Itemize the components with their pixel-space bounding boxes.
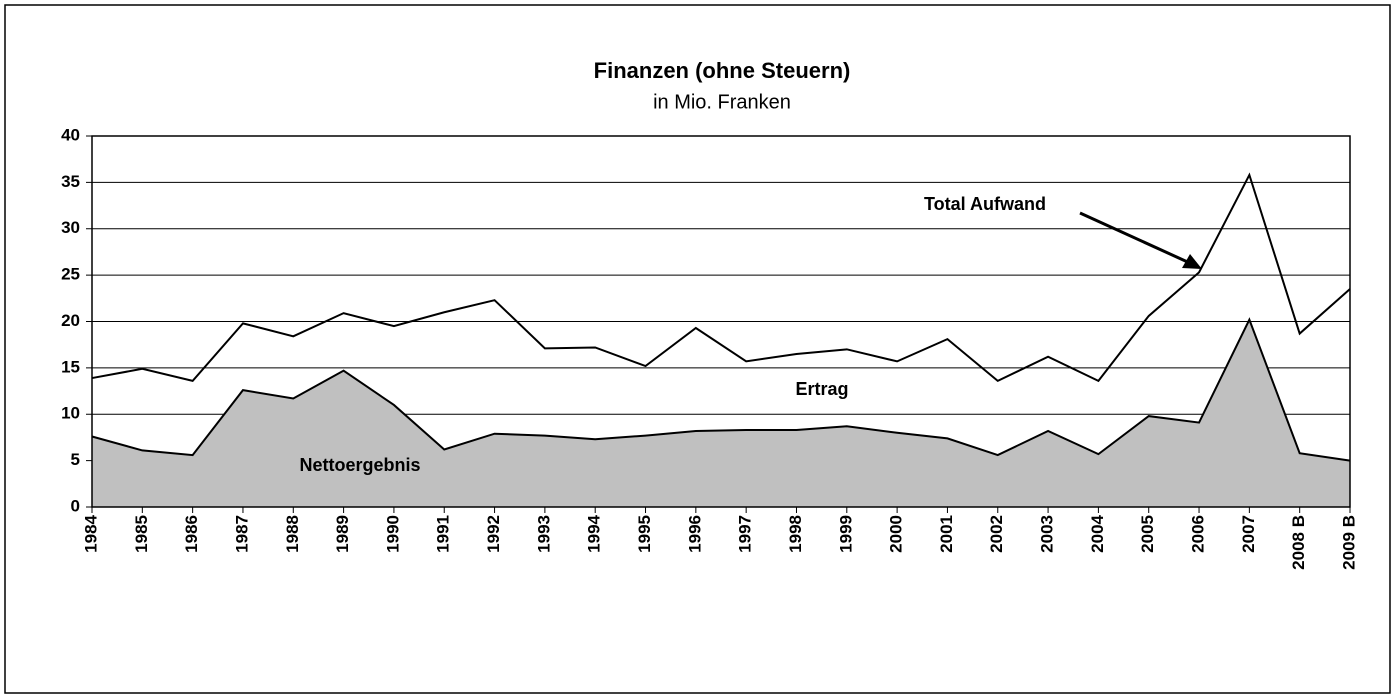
x-tick-label: 1986 [182, 515, 201, 553]
x-tick-label: 2007 [1239, 515, 1258, 553]
plot-border [91, 135, 1351, 508]
y-tick-label: 15 [61, 357, 80, 376]
x-tick-label: 1994 [585, 514, 604, 552]
area-line [91, 317, 1351, 462]
series-label: Total Aufwand [924, 194, 1046, 214]
x-tick-label: 2000 [887, 515, 906, 553]
arrow-head [1182, 254, 1202, 269]
x-tick-label: 2009 B [1339, 515, 1358, 570]
x-tick-label: 2006 [1189, 515, 1208, 553]
y-tick-label: 25 [61, 265, 80, 284]
x-tick-label: 1988 [283, 515, 302, 553]
annotation: Ertrag [795, 379, 848, 399]
x-tick-label: 1998 [786, 515, 805, 553]
x-tick-label: 1984 [81, 514, 100, 552]
y-tick-label: 35 [61, 172, 80, 191]
x-tick-label: 1999 [836, 515, 855, 553]
x-tick-label: 1987 [232, 515, 251, 553]
series-label: Nettoergebnis [299, 455, 420, 475]
x-tick-label: 1992 [484, 515, 503, 553]
y-tick-label: 30 [61, 218, 80, 237]
x-tick-label: 2004 [1088, 514, 1107, 552]
chart-title: Finanzen (ohne Steuern) [594, 58, 851, 83]
x-tick-label: 1996 [685, 515, 704, 553]
area-fill [92, 319, 1350, 507]
x-tick-label: 1990 [383, 515, 402, 553]
area-line [91, 172, 1351, 383]
y-tick-label: 10 [61, 404, 80, 423]
x-tick-label: 1991 [434, 515, 453, 553]
x-tick-label: 2008 B [1289, 515, 1308, 570]
chart-subtitle: in Mio. Franken [653, 91, 791, 113]
x-tick-label: 1993 [534, 515, 553, 553]
y-tick-label: 0 [71, 496, 80, 515]
y-tick-label: 20 [61, 311, 80, 330]
x-tick-label: 1985 [132, 515, 151, 553]
x-tick-label: 2002 [987, 515, 1006, 553]
x-tick-label: 1995 [635, 515, 654, 553]
x-tick-label: 2005 [1138, 515, 1157, 553]
x-tick-label: 2001 [937, 515, 956, 553]
annotation-arrow [1079, 211, 1193, 266]
x-tick-label: 1997 [736, 515, 755, 553]
x-tick-label: 1989 [333, 515, 352, 553]
y-tick-label: 5 [71, 450, 80, 469]
y-tick-label: 40 [61, 125, 80, 144]
x-tick-label: 2003 [1038, 515, 1057, 553]
